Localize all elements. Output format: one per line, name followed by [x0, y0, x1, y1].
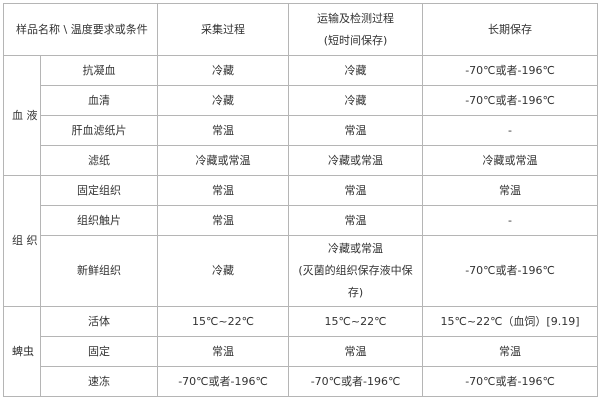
table-row: 肝血滤纸片 常温 常温 - [4, 115, 599, 146]
sample-cell: 肝血滤纸片 [39, 115, 159, 146]
long-term-cell: - [422, 205, 599, 236]
collection-cell: 冷藏 [157, 235, 290, 307]
transport-cell: 15℃~22℃ [288, 306, 424, 337]
collection-cell: 15℃~22℃ [157, 306, 290, 337]
sample-cell: 速冻 [39, 366, 159, 397]
collection-cell: 常温 [157, 175, 290, 206]
header-long-term: 长期保存 [422, 3, 599, 56]
header-transport: 运输及检测过程 (短时间保存) [288, 3, 424, 56]
table-row: 血清 冷藏 冷藏 -70℃或者-196℃ [4, 85, 599, 116]
sample-cell: 固定组织 [39, 175, 159, 206]
sample-cell: 滤纸 [39, 145, 159, 176]
sample-cell: 活体 [39, 306, 159, 337]
table-row: 蜱虫 活体 15℃~22℃ 15℃~22℃ 15℃~22℃（血饲）[9.19] [3, 306, 599, 397]
long-term-cell: -70℃或者-196℃ [422, 55, 599, 86]
transport-cell: 冷藏 [288, 85, 424, 116]
sample-cell: 组织触片 [39, 205, 159, 236]
header-row: 样品名称 \ 温度要求或条件 采集过程 运输及检测过程 (短时间保存) 长期保存 [2, 3, 599, 56]
collection-cell: 冷藏或常温 [157, 145, 290, 176]
table-row: 速冻 -70℃或者-196℃ -70℃或者-196℃ -70℃或者-196℃ [4, 366, 599, 397]
long-term-cell: 冷藏或常温 [422, 145, 599, 176]
transport-cell: 冷藏或常温 (灭菌的组织保存液中保 存) [288, 235, 424, 307]
transport-cell: 常温 [288, 115, 424, 146]
sample-cell: 抗凝血 [39, 55, 159, 86]
transport-cell: -70℃或者-196℃ [288, 366, 424, 397]
sample-storage-table: 样品名称 \ 温度要求或条件 采集过程 运输及检测过程 (短时间保存) 长期保存 … [2, 3, 599, 397]
transport-cell: 常温 [288, 205, 424, 236]
long-term-cell: 常温 [422, 175, 599, 206]
table-row: 新鲜组织 冷藏 冷藏或常温 (灭菌的组织保存液中保 存) -70℃或者-196℃ [4, 235, 599, 307]
table-row: 滤纸 冷藏或常温 冷藏或常温 冷藏或常温 [4, 145, 599, 176]
category-cell: 血 液 [3, 55, 41, 176]
collection-cell: 冷藏 [157, 55, 290, 86]
collection-cell: 常温 [157, 115, 290, 146]
category-cell: 蜱虫 [3, 306, 41, 397]
table-row: 固定 常温 常温 常温 [4, 336, 599, 367]
collection-cell: -70℃或者-196℃ [157, 366, 290, 397]
table-row: 血 液 抗凝血 冷藏 冷藏 -70℃或者-196℃ [3, 55, 599, 176]
collection-cell: 常温 [157, 205, 290, 236]
table-row: 组织触片 常温 常温 - [4, 205, 599, 236]
transport-cell: 常温 [288, 336, 424, 367]
table-row: 组 织 固定组织 常温 常温 常温 [3, 175, 599, 307]
sample-cell: 新鲜组织 [39, 235, 159, 307]
header-sample-condition: 样品名称 \ 温度要求或条件 [2, 3, 159, 56]
long-term-cell: 15℃~22℃（血饲）[9.19] [422, 306, 599, 337]
long-term-cell: -70℃或者-196℃ [422, 366, 599, 397]
collection-cell: 常温 [157, 336, 290, 367]
long-term-cell: -70℃或者-196℃ [422, 235, 599, 307]
long-term-cell: 常温 [422, 336, 599, 367]
transport-cell: 冷藏 [288, 55, 424, 86]
transport-cell: 常温 [288, 175, 424, 206]
transport-cell: 冷藏或常温 [288, 145, 424, 176]
collection-cell: 冷藏 [157, 85, 290, 116]
sample-cell: 固定 [39, 336, 159, 367]
long-term-cell: -70℃或者-196℃ [422, 85, 599, 116]
category-cell: 组 织 [3, 175, 41, 307]
header-collection: 采集过程 [157, 3, 290, 56]
long-term-cell: - [422, 115, 599, 146]
sample-cell: 血清 [39, 85, 159, 116]
